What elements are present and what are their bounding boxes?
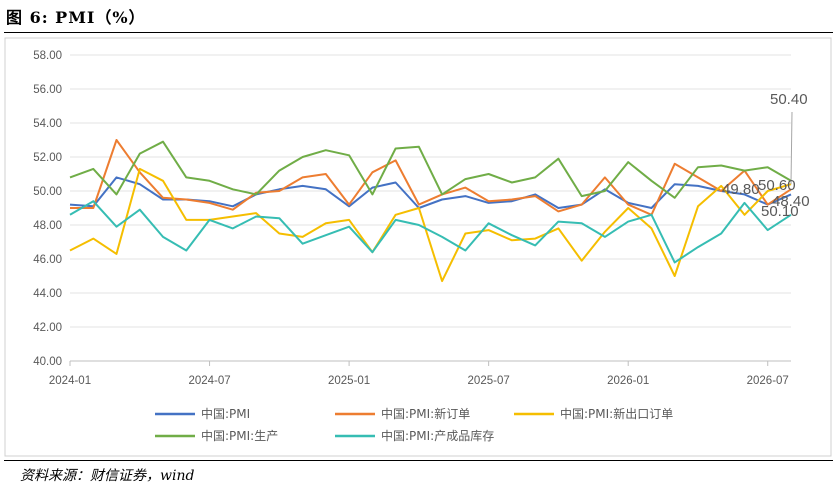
y-tick-label: 50.00	[33, 186, 62, 198]
y-tick-label: 42.00	[33, 322, 62, 334]
callout-label: 50.60	[758, 177, 796, 194]
series-line-0	[69, 176, 792, 209]
y-tick-label: 52.00	[33, 152, 62, 164]
figure-title: 图 6: PMI（%）	[6, 8, 146, 27]
y-tick-label: 46.00	[33, 254, 62, 266]
legend-label: 中国:PMI:新订单	[381, 406, 470, 421]
callout-label: 49.80	[722, 181, 760, 198]
series-line-1	[70, 139, 792, 216]
y-tick-label: 48.00	[33, 220, 62, 232]
callout-label: 48.40	[772, 193, 810, 210]
top-rule	[4, 32, 833, 33]
y-tick-label: 58.00	[33, 50, 62, 62]
x-tick-label: 2026-07	[747, 375, 789, 387]
x-tick-label: 2024-01	[49, 375, 91, 387]
x-tick-label: 2025-01	[328, 375, 370, 387]
series-line-3	[69, 140, 792, 199]
y-tick-label: 56.00	[33, 84, 62, 96]
x-tick-label: 2025-07	[468, 375, 510, 387]
x-tick-label: 2024-07	[188, 375, 230, 387]
series-line-2	[69, 167, 792, 283]
callout-label: 50.40	[770, 91, 808, 108]
grid-lines	[70, 54, 791, 362]
legend-label: 中国:PMI:生产	[201, 428, 278, 443]
callout-leader	[790, 111, 793, 185]
legend-label: 中国:PMI	[201, 406, 250, 421]
legend-label: 中国:PMI:产成品库存	[381, 428, 494, 443]
series-lines	[69, 139, 792, 283]
x-tick-label: 2026-01	[607, 375, 649, 387]
legend-label: 中国:PMI:新出口订单	[560, 406, 673, 421]
x-axis-ticks: 2024-01 2024-07 2025-01 2025-07 2026-01 2026-…	[49, 361, 789, 387]
source-note: 资料来源：财信证券，wind	[20, 468, 195, 484]
y-tick-label: 54.00	[33, 118, 62, 130]
y-tick-label: 44.00	[33, 288, 62, 300]
y-tick-label: 40.00	[33, 356, 62, 368]
callout-label: 50.10	[761, 203, 799, 220]
plot-frame	[4, 37, 832, 457]
y-axis-ticks: 40.00 42.00 44.00 46.00 48.00 50.00 52.00 54.00…	[33, 50, 62, 368]
series-line-4	[69, 200, 792, 264]
bottom-rule	[4, 460, 833, 461]
